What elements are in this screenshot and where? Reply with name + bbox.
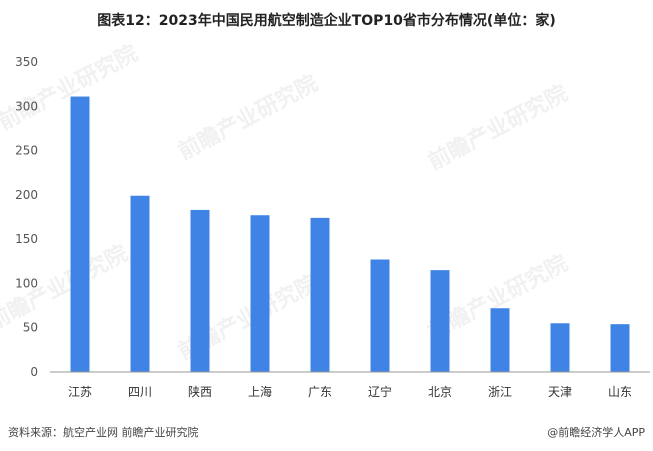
y-tick-label: 300 <box>15 99 38 113</box>
y-tick-label: 350 <box>15 55 38 69</box>
y-tick-label: 50 <box>23 321 38 335</box>
bar <box>310 217 330 372</box>
x-tick-label: 上海 <box>248 384 272 399</box>
bars <box>70 96 630 373</box>
x-tick-label: 浙江 <box>488 385 512 399</box>
bar <box>250 215 270 372</box>
source-note: 资料来源：航空产业网 前瞻产业研究院 <box>8 426 199 439</box>
brand-credit: @前瞻经济学人APP <box>547 426 645 439</box>
x-tick-label: 天津 <box>548 385 572 399</box>
y-tick-label: 100 <box>15 276 38 290</box>
y-axis: 0 50 100 150 200 250 300 350 <box>15 55 38 379</box>
bar <box>550 323 570 372</box>
y-tick-label: 200 <box>15 188 38 202</box>
y-tick-label: 150 <box>15 232 38 246</box>
bar <box>370 259 390 372</box>
bar <box>490 308 510 372</box>
x-tick-label: 广东 <box>308 385 332 399</box>
bar <box>130 195 150 372</box>
bar <box>610 324 630 372</box>
x-axis: 江苏 四川 陕西 上海 广东 辽宁 北京 浙江 天津 山东 <box>50 371 650 399</box>
x-tick-label: 山东 <box>608 385 632 399</box>
x-tick-label: 四川 <box>128 385 152 399</box>
x-tick-label: 江苏 <box>68 385 92 399</box>
bar <box>430 270 450 372</box>
x-tick-label: 陕西 <box>188 384 212 399</box>
bar <box>70 96 90 373</box>
chart-title: 图表12：2023年中国民用航空制造企业TOP10省市分布情况(单位：家) <box>97 13 556 29</box>
bar <box>190 209 210 372</box>
y-tick-label: 0 <box>30 365 38 379</box>
y-tick-label: 250 <box>15 144 38 158</box>
x-tick-label: 辽宁 <box>368 384 392 399</box>
x-tick-label: 北京 <box>428 385 452 399</box>
